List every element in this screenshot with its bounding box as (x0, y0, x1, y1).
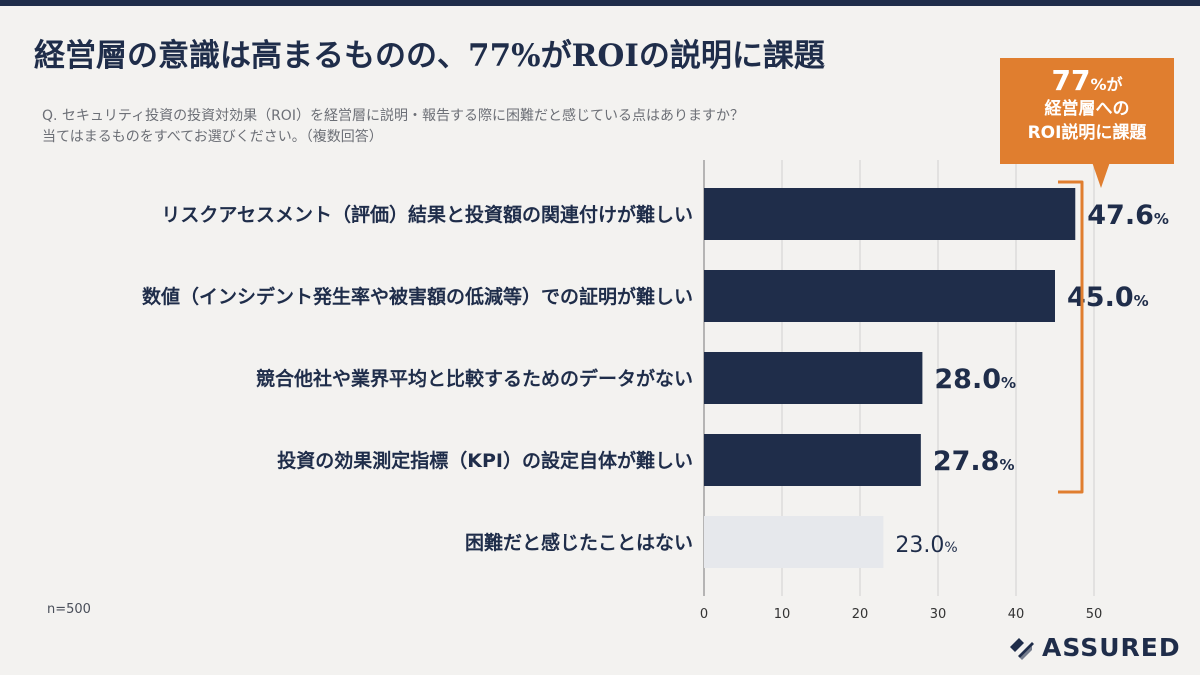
question-text: Q. セキュリティ投資の投資対効果（ROI）を経営層に説明・報告する際に困難だと… (42, 106, 972, 148)
page-title: 経営層の意識は高まるものの、77%がROIの説明に課題 (34, 38, 825, 74)
x-tick-label: 10 (774, 607, 791, 622)
brand-logo: ASSURED (1006, 630, 1181, 664)
data-label: 45.0% (1067, 282, 1149, 313)
callout-headline: 77%が (1000, 64, 1174, 97)
bar (704, 434, 921, 486)
data-label: 27.8% (933, 446, 1015, 477)
bar (704, 270, 1055, 322)
callout-percent: 77 (1051, 64, 1091, 97)
data-label: 47.6% (1087, 200, 1169, 231)
x-tick-label: 50 (1086, 607, 1103, 622)
x-tick-label: 20 (852, 607, 869, 622)
bar (704, 352, 923, 404)
brand-name: ASSURED (1042, 632, 1181, 662)
bar (704, 188, 1076, 240)
callout-line-3: ROI説明に課題 (1027, 123, 1147, 143)
callout-box: 77%が 経営層への ROI説明に課題 (1000, 58, 1174, 188)
data-label: 23.0% (895, 533, 957, 558)
x-tick-label: 30 (930, 607, 947, 622)
category-label: 数値（インシデント発生率や被害額の低減等）での証明が難しい (142, 285, 693, 308)
data-label: 28.0% (934, 364, 1016, 395)
category-label: 投資の効果測定指標（KPI）の設定自体が難しい (277, 449, 693, 472)
callout-line-2: 経営層への (1044, 99, 1130, 119)
category-label: リスクアセスメント（評価）結果と投資額の関連付けが難しい (161, 203, 693, 226)
sample-size: n=500 (47, 602, 91, 617)
bar (704, 516, 884, 568)
callout-percent-suffix: %が (1090, 75, 1123, 94)
question-line-2: 当てはまるものをすべてお選びください。（複数回答） (42, 129, 383, 145)
top-accent-bar (0, 0, 1200, 6)
x-tick-label: 0 (700, 607, 708, 622)
category-label: 困難だと感じたことはない (465, 531, 693, 554)
question-line-1: Q. セキュリティ投資の投資対効果（ROI）を経営層に説明・報告する際に困難だと… (42, 108, 744, 124)
x-tick-label: 40 (1008, 607, 1025, 622)
highlight-bracket (1058, 180, 1084, 494)
category-label: 競合他社や業界平均と比較するためのデータがない (256, 367, 693, 390)
assured-logo-icon (1010, 638, 1034, 660)
